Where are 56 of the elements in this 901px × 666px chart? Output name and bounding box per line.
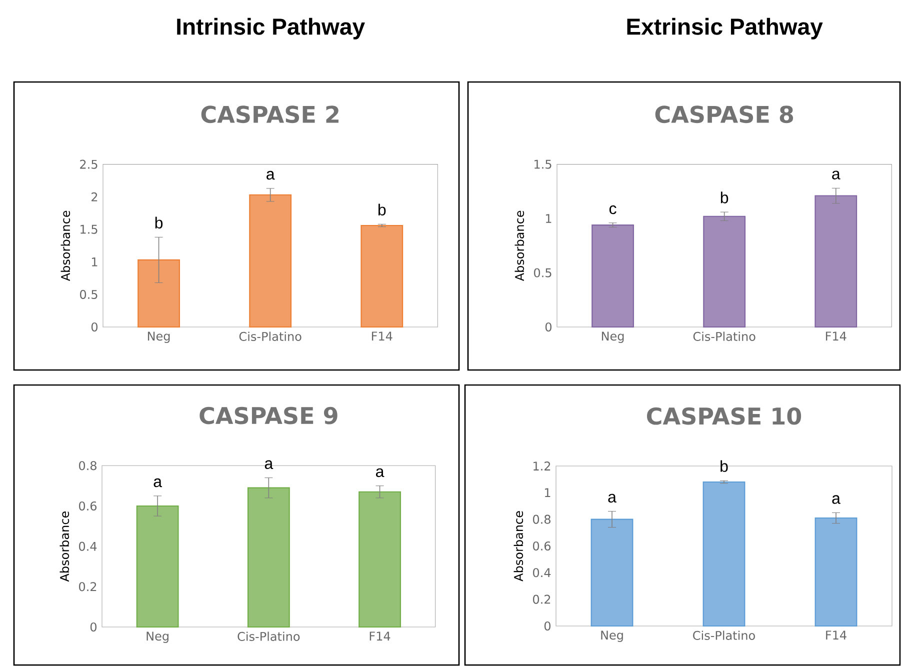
annotation: b — [378, 204, 386, 216]
annotation: a — [832, 495, 840, 504]
chart-title: CASPASE 8 — [655, 106, 794, 124]
y-tick-label: 1.5 — [80, 224, 98, 234]
y-tick-label: 0.6 — [533, 541, 551, 551]
y-tick-label: 0.5 — [534, 268, 552, 278]
x-tick-label: Cis-Platino — [693, 332, 756, 341]
x-tick-label: Cis-Platino — [693, 630, 755, 640]
x-tick-label: Cis-Platino — [238, 632, 300, 641]
x-tick-label: Cis-Platino — [239, 332, 302, 341]
x-tick-label: F14 — [372, 332, 392, 340]
chart-title: CASPASE 9 — [200, 406, 338, 424]
x-tick-label: Neg — [148, 332, 170, 343]
annotation: c — [609, 205, 616, 214]
annotation: a — [832, 170, 840, 180]
y-tick-label: 0 — [545, 322, 552, 332]
annotation: b — [155, 216, 163, 228]
chart-subtitle: Extrinsic Pathway — [627, 18, 823, 40]
y-tick-label: 1.2 — [534, 462, 550, 470]
y-axis-title: Absorbance — [60, 210, 70, 282]
y-tick-label: 0.2 — [533, 594, 550, 604]
chart-subtitle: Intrinsic Pathway — [177, 18, 365, 40]
y-axis-title: Absorbance — [514, 511, 524, 582]
annotation: b — [720, 460, 728, 472]
annotation: a — [608, 494, 616, 503]
x-tick-label: F14 — [826, 630, 846, 640]
y-tick-label: 2 — [92, 192, 98, 202]
y-tick-label: 0.2 — [79, 582, 96, 592]
annotation: a — [154, 478, 162, 488]
annotation: a — [266, 170, 275, 180]
annotation: a — [376, 468, 384, 478]
x-tick-label: Neg — [601, 630, 623, 642]
chart-title: CASPASE 10 — [646, 407, 802, 425]
x-tick-label: F14 — [370, 632, 390, 640]
y-tick-label: 0.6 — [79, 501, 97, 511]
y-tick-label: 0.5 — [80, 290, 98, 299]
y-axis-title: Absorbance — [514, 210, 524, 282]
chart-title: CASPASE 2 — [201, 106, 338, 124]
y-tick-label: 0.8 — [533, 514, 550, 524]
x-tick-label: Neg — [146, 632, 168, 643]
y-tick-label: 0 — [544, 621, 550, 631]
y-tick-label: 1 — [544, 488, 550, 498]
y-tick-label: 0 — [91, 322, 98, 332]
y-tick-label: 0.4 — [79, 542, 97, 551]
y-tick-label: 1.5 — [534, 160, 552, 169]
y-tick-label: 0.8 — [79, 461, 96, 470]
y-tick-label: 1 — [92, 258, 98, 266]
y-tick-label: 0.4 — [533, 568, 551, 578]
y-tick-label: 0 — [90, 622, 96, 632]
annotation: b — [720, 192, 728, 204]
annotation: a — [264, 460, 274, 470]
x-tick-label: Neg — [602, 332, 624, 343]
y-axis-title: Absorbance — [60, 511, 70, 582]
y-tick-label: 2.5 — [80, 160, 98, 169]
y-tick-label: 1 — [546, 214, 552, 223]
x-tick-label: F14 — [826, 332, 846, 340]
